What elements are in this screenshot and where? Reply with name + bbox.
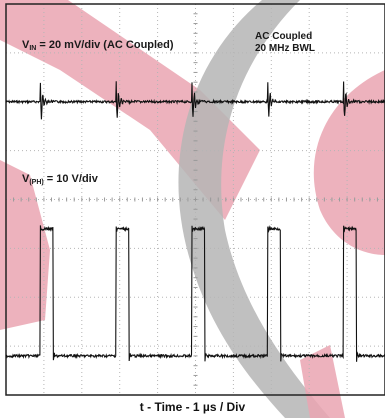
note-line-1: AC Coupled <box>255 31 313 42</box>
note-line-2: 20 MHz BWL <box>255 43 315 54</box>
coupling-note: AC Coupled 20 MHz BWL <box>255 31 315 55</box>
watermark-red-bottom <box>0 160 50 330</box>
grid <box>5 3 385 396</box>
x-axis-label: t - Time - 1 µs / Div <box>139 400 246 414</box>
watermark-gray-arc <box>178 0 330 418</box>
ch1-label: VIN = 20 mV/div (AC Coupled) <box>22 39 174 52</box>
plot-frame <box>5 3 385 396</box>
ch2-label: V(PH) = 10 V/div <box>22 173 98 186</box>
watermark-red-right <box>313 70 385 255</box>
vph-trace <box>5 224 385 362</box>
vin-trace <box>5 81 385 120</box>
traces <box>5 81 385 362</box>
watermark-red-bottom-right <box>300 345 345 418</box>
